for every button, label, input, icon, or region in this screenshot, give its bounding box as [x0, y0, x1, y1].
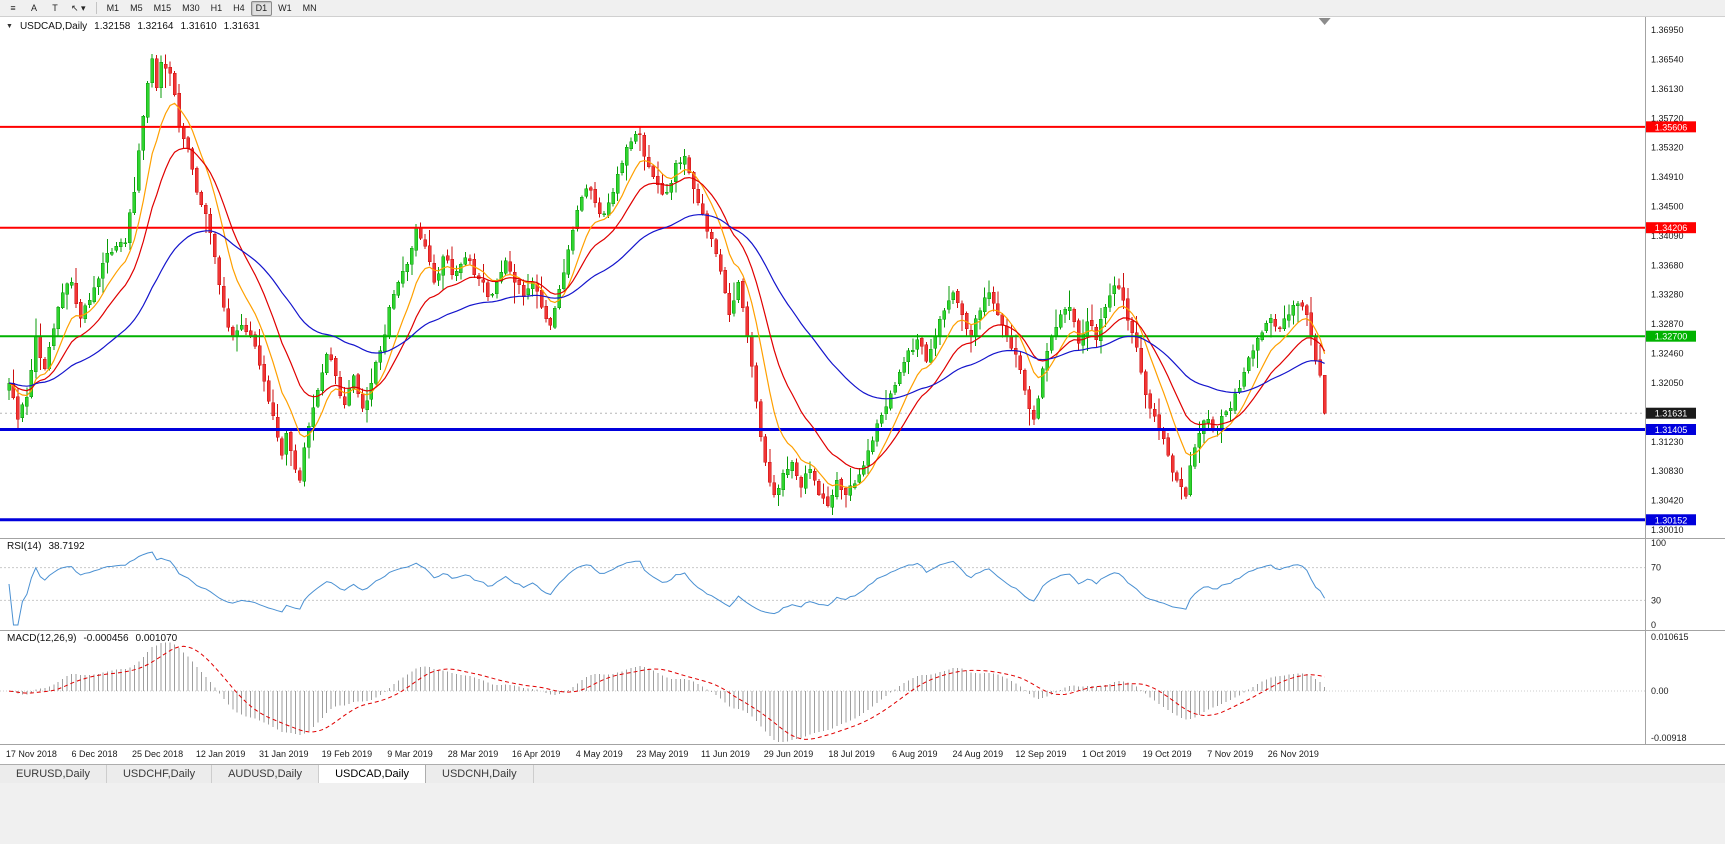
- price-badge-label: 1.35606: [1655, 122, 1688, 132]
- price-badge-label: 1.30152: [1655, 515, 1688, 525]
- price-axis-tick: 1.32870: [1651, 319, 1684, 329]
- price-badge: [1646, 222, 1696, 234]
- price-axis-tick: 1.36950: [1651, 25, 1684, 35]
- timeframe-m5-button[interactable]: M5: [130, 3, 143, 13]
- rsi-axis-tick: 70: [1651, 563, 1661, 573]
- timeframe-w1-button[interactable]: W1: [278, 3, 292, 13]
- macd-histogram: [12, 642, 1326, 743]
- moving-average-9-line: [8, 102, 1326, 489]
- price-badge-label: 1.31405: [1655, 425, 1688, 435]
- price-badge: [1646, 407, 1696, 419]
- timeframe-mn-button[interactable]: MN: [302, 3, 317, 13]
- price-axis-tick: 1.30420: [1651, 495, 1684, 505]
- date-axis-label: 1 Oct 2019: [1082, 749, 1126, 759]
- date-axis-label: 31 Jan 2019: [259, 749, 309, 759]
- date-axis-label: 6 Aug 2019: [892, 749, 938, 759]
- chart-tab-usdcnh[interactable]: USDCNH,Daily: [426, 765, 534, 783]
- rsi-axis-tick: 100: [1651, 538, 1666, 548]
- price-axis-tick: 1.30010: [1651, 525, 1684, 535]
- price-axis-tick: 1.33280: [1651, 289, 1684, 299]
- annotate-text-icon[interactable]: A: [30, 3, 37, 13]
- date-axis-label: 17 Nov 2018: [6, 749, 57, 759]
- date-axis-label: 23 May 2019: [636, 749, 688, 759]
- date-axis-label: 7 Nov 2019: [1207, 749, 1253, 759]
- date-axis-label: 18 Jul 2019: [828, 749, 875, 759]
- price-axis-tick: 1.34500: [1651, 202, 1684, 212]
- chart-tabs-bar: EURUSD,Daily USDCHF,Daily AUDUSD,Daily USDC…: [0, 764, 1725, 783]
- chart-tab-usdchf[interactable]: USDCHF,Daily: [107, 765, 213, 783]
- timeframe-h1-button[interactable]: H1: [210, 3, 223, 13]
- price-badge-label: 1.31631: [1655, 409, 1688, 419]
- price-badge: [1646, 121, 1696, 133]
- moving-average-50-line: [8, 213, 1325, 400]
- chart-collapse-icon[interactable]: ▼: [6, 23, 13, 30]
- date-axis-label: 6 Dec 2018: [71, 749, 117, 759]
- price-axis-tick: 1.32050: [1651, 378, 1684, 388]
- text-label-icon[interactable]: T: [52, 3, 58, 13]
- price-badge-label: 1.34206: [1655, 223, 1688, 233]
- price-axis-tick: 1.36540: [1651, 55, 1684, 65]
- date-axis-label: 26 Nov 2019: [1268, 749, 1319, 759]
- date-axis-label: 11 Jun 2019: [701, 749, 750, 759]
- date-axis-label: 9 Mar 2019: [387, 749, 433, 759]
- rsi-line: [8, 551, 1326, 626]
- moving-average-18-line: [8, 147, 1326, 470]
- chart-canvas[interactable]: 1.36950 1.36540 1.36130 1.35720 1.35320 1.349…: [0, 17, 1725, 764]
- rsi-axis-tick: 30: [1651, 595, 1661, 605]
- price-axis-tick: 1.32460: [1651, 348, 1684, 358]
- price-badge: [1646, 423, 1696, 435]
- tile-windows-icon[interactable]: ≡: [10, 3, 16, 13]
- date-axis-label: 12 Jan 2019: [196, 749, 246, 759]
- price-axis-tick: 1.36130: [1651, 84, 1684, 94]
- rsi-axis-tick: 0: [1651, 620, 1656, 630]
- toolbar-separator: [95, 2, 97, 14]
- price-badge: [1646, 330, 1696, 342]
- chart-tab-eurusd[interactable]: EURUSD,Daily: [0, 765, 107, 783]
- price-axis-tick: 1.34910: [1651, 172, 1684, 182]
- price-axis-tick: 1.30830: [1651, 466, 1684, 476]
- chart-tab-audusd[interactable]: AUDUSD,Daily: [212, 765, 320, 783]
- macd-signal-line: [8, 645, 1325, 740]
- price-axis-tick: 1.35320: [1651, 142, 1684, 152]
- price-axis-tick: 1.33680: [1651, 261, 1684, 271]
- price-axis-tick: 1.34090: [1651, 231, 1684, 241]
- date-axis-label: 4 May 2019: [576, 749, 623, 759]
- price-badge-label: 1.32700: [1655, 332, 1688, 342]
- price-axis-tick: 1.35720: [1651, 114, 1684, 124]
- date-axis-label: 25 Dec 2018: [132, 749, 183, 759]
- timeframe-h4-button[interactable]: H4: [233, 3, 245, 13]
- chart-background: [0, 17, 1725, 764]
- chart-shift-marker[interactable]: [1318, 18, 1331, 25]
- date-axis-label: 28 Mar 2019: [448, 749, 499, 759]
- chart-window: 1.36950 1.36540 1.36130 1.35720 1.35320 1.349…: [0, 17, 1725, 764]
- date-axis-label: 19 Feb 2019: [322, 749, 373, 759]
- macd-axis-tick: 0.00: [1651, 686, 1669, 696]
- price-axis-tick: 1.31230: [1651, 437, 1684, 447]
- top-toolbar: ≡ A T ↖ ▾ M1 M5 M15 M30 H1 H4 D1 W1 MN: [0, 0, 1725, 17]
- timeframe-m15-button[interactable]: M15: [153, 3, 172, 13]
- timeframe-d1-button[interactable]: D1: [250, 0, 273, 16]
- macd-axis-tick: 0.010615: [1651, 632, 1689, 642]
- date-axis-label: 16 Apr 2019: [512, 749, 561, 759]
- macd-axis-tick: -0.00918: [1651, 733, 1687, 743]
- timeframe-m30-button[interactable]: M30: [182, 3, 200, 13]
- date-axis-label: 12 Sep 2019: [1015, 749, 1066, 759]
- crosshair-cursor-icon[interactable]: ↖ ▾: [71, 2, 86, 13]
- timeframe-m1-button[interactable]: M1: [106, 3, 120, 13]
- date-axis-label: 24 Aug 2019: [953, 749, 1004, 759]
- date-axis-label: 29 Jun 2019: [764, 749, 814, 759]
- candles-group: [7, 54, 1327, 515]
- price-badge: [1646, 514, 1696, 526]
- date-axis-label: 19 Oct 2019: [1143, 749, 1192, 759]
- chart-tab-usdcad[interactable]: USDCAD,Daily: [319, 765, 427, 783]
